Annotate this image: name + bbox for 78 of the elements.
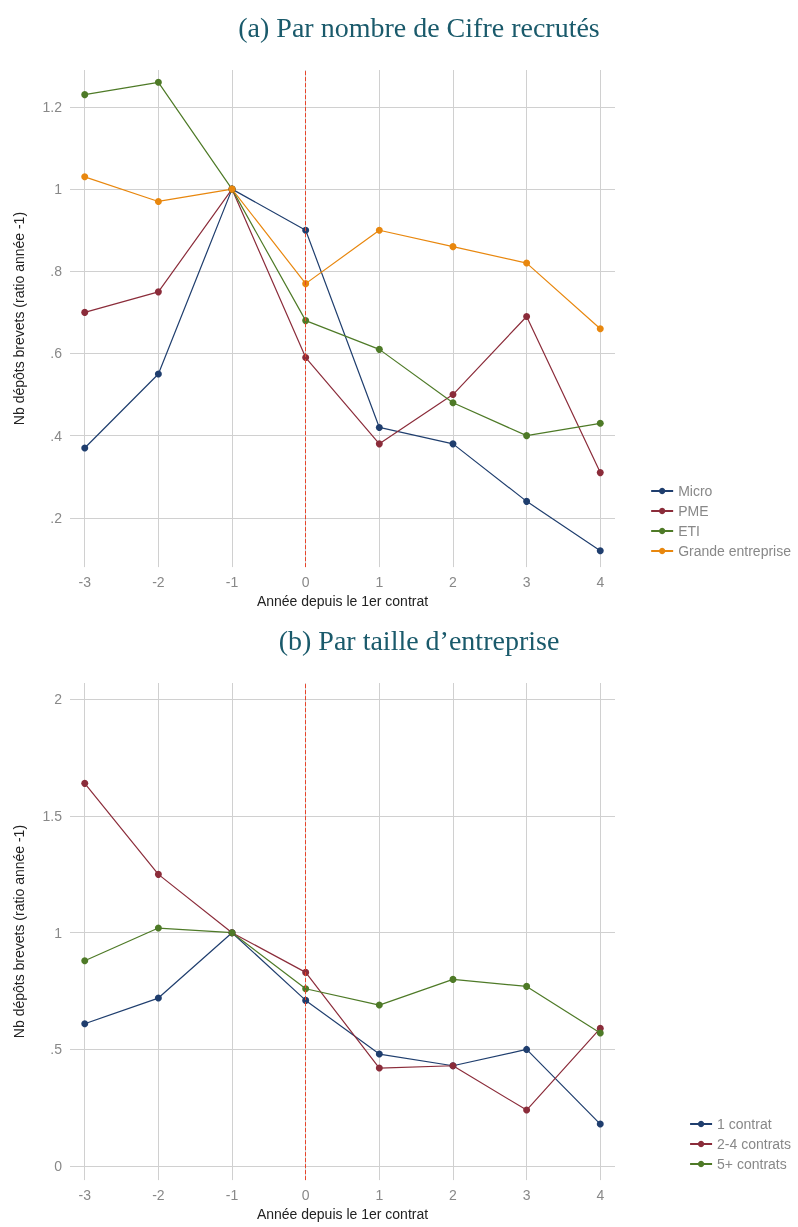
legend-label: Micro [678,483,713,499]
point [154,78,162,86]
y-tick-label: .6 [50,345,63,362]
point [523,982,531,990]
y-tick-label: .8 [50,263,63,280]
legend-label: ETI [678,523,700,539]
x-tick-label: 2 [449,1187,458,1204]
x-tick-label: 4 [596,574,605,591]
point [523,497,531,505]
point [154,994,162,1002]
point [375,345,383,353]
legend-label: Grande entreprise [678,543,792,559]
y-tick-label: 0 [54,1158,63,1175]
legend-label: 1 contrat [717,1116,772,1132]
point [81,957,89,965]
legend-label: 5+ contrats [717,1156,787,1172]
point [449,399,457,407]
point [449,975,457,983]
point [449,391,457,399]
y-tick-label: .5 [50,1041,63,1058]
x-tick-label: -2 [152,1187,165,1204]
x-tick-label: 2 [449,574,458,591]
point [375,1050,383,1058]
x-tick-label: 1 [375,574,384,591]
x-tick-label: -1 [225,1187,239,1204]
point [523,259,531,267]
point [596,1029,604,1037]
point [375,440,383,448]
point [154,924,162,932]
y-tick-label: 1.5 [42,808,63,825]
x-tick-label: 0 [301,1187,310,1204]
y-tick-label: 1 [54,181,63,198]
point [596,325,604,333]
legend-label: PME [678,503,709,519]
point [375,423,383,431]
point [154,370,162,378]
point [154,197,162,205]
x-tick-label: 3 [522,574,531,591]
point [596,469,604,477]
y-tick-label: .2 [50,509,63,526]
x-axis-title: Année depuis le 1er contrat [256,1206,429,1222]
point [81,173,89,181]
x-tick-label: -3 [78,1187,92,1204]
point [523,432,531,440]
x-axis-title: Année depuis le 1er contrat [256,593,429,609]
point [81,779,89,787]
y-tick-label: 2 [54,691,63,708]
point [81,91,89,99]
x-tick-label: 0 [301,574,310,591]
x-tick-label: 1 [375,1187,384,1204]
x-tick-label: -3 [78,574,92,591]
point [596,1120,604,1128]
x-tick-label: -2 [152,574,165,591]
y-axis-title: Nb dépôts brevets (ratio année -1) [11,824,27,1039]
point [154,870,162,878]
legend-label: 2-4 contrats [717,1136,792,1152]
point [523,1106,531,1114]
point [596,419,604,427]
point [375,226,383,234]
point [81,308,89,316]
y-tick-label: .4 [50,427,63,444]
x-tick-label: -1 [225,574,239,591]
x-tick-label: 3 [522,1187,531,1204]
x-tick-label: 4 [596,1187,605,1204]
point [523,313,531,320]
point [596,547,604,555]
y-axis-title: Nb dépôts brevets (ratio année -1) [11,211,27,426]
point [375,1001,383,1009]
chart-title: (b) Par taille d’entreprise [278,624,560,656]
point [523,1045,531,1053]
chart-title: (a) Par nombre de Cifre recrutés [238,11,600,43]
point [375,1064,383,1072]
point [449,243,457,251]
y-tick-label: 1 [54,924,63,941]
point [154,288,162,296]
y-tick-label: 1.2 [42,98,63,115]
point [81,1020,89,1028]
point [81,444,89,452]
